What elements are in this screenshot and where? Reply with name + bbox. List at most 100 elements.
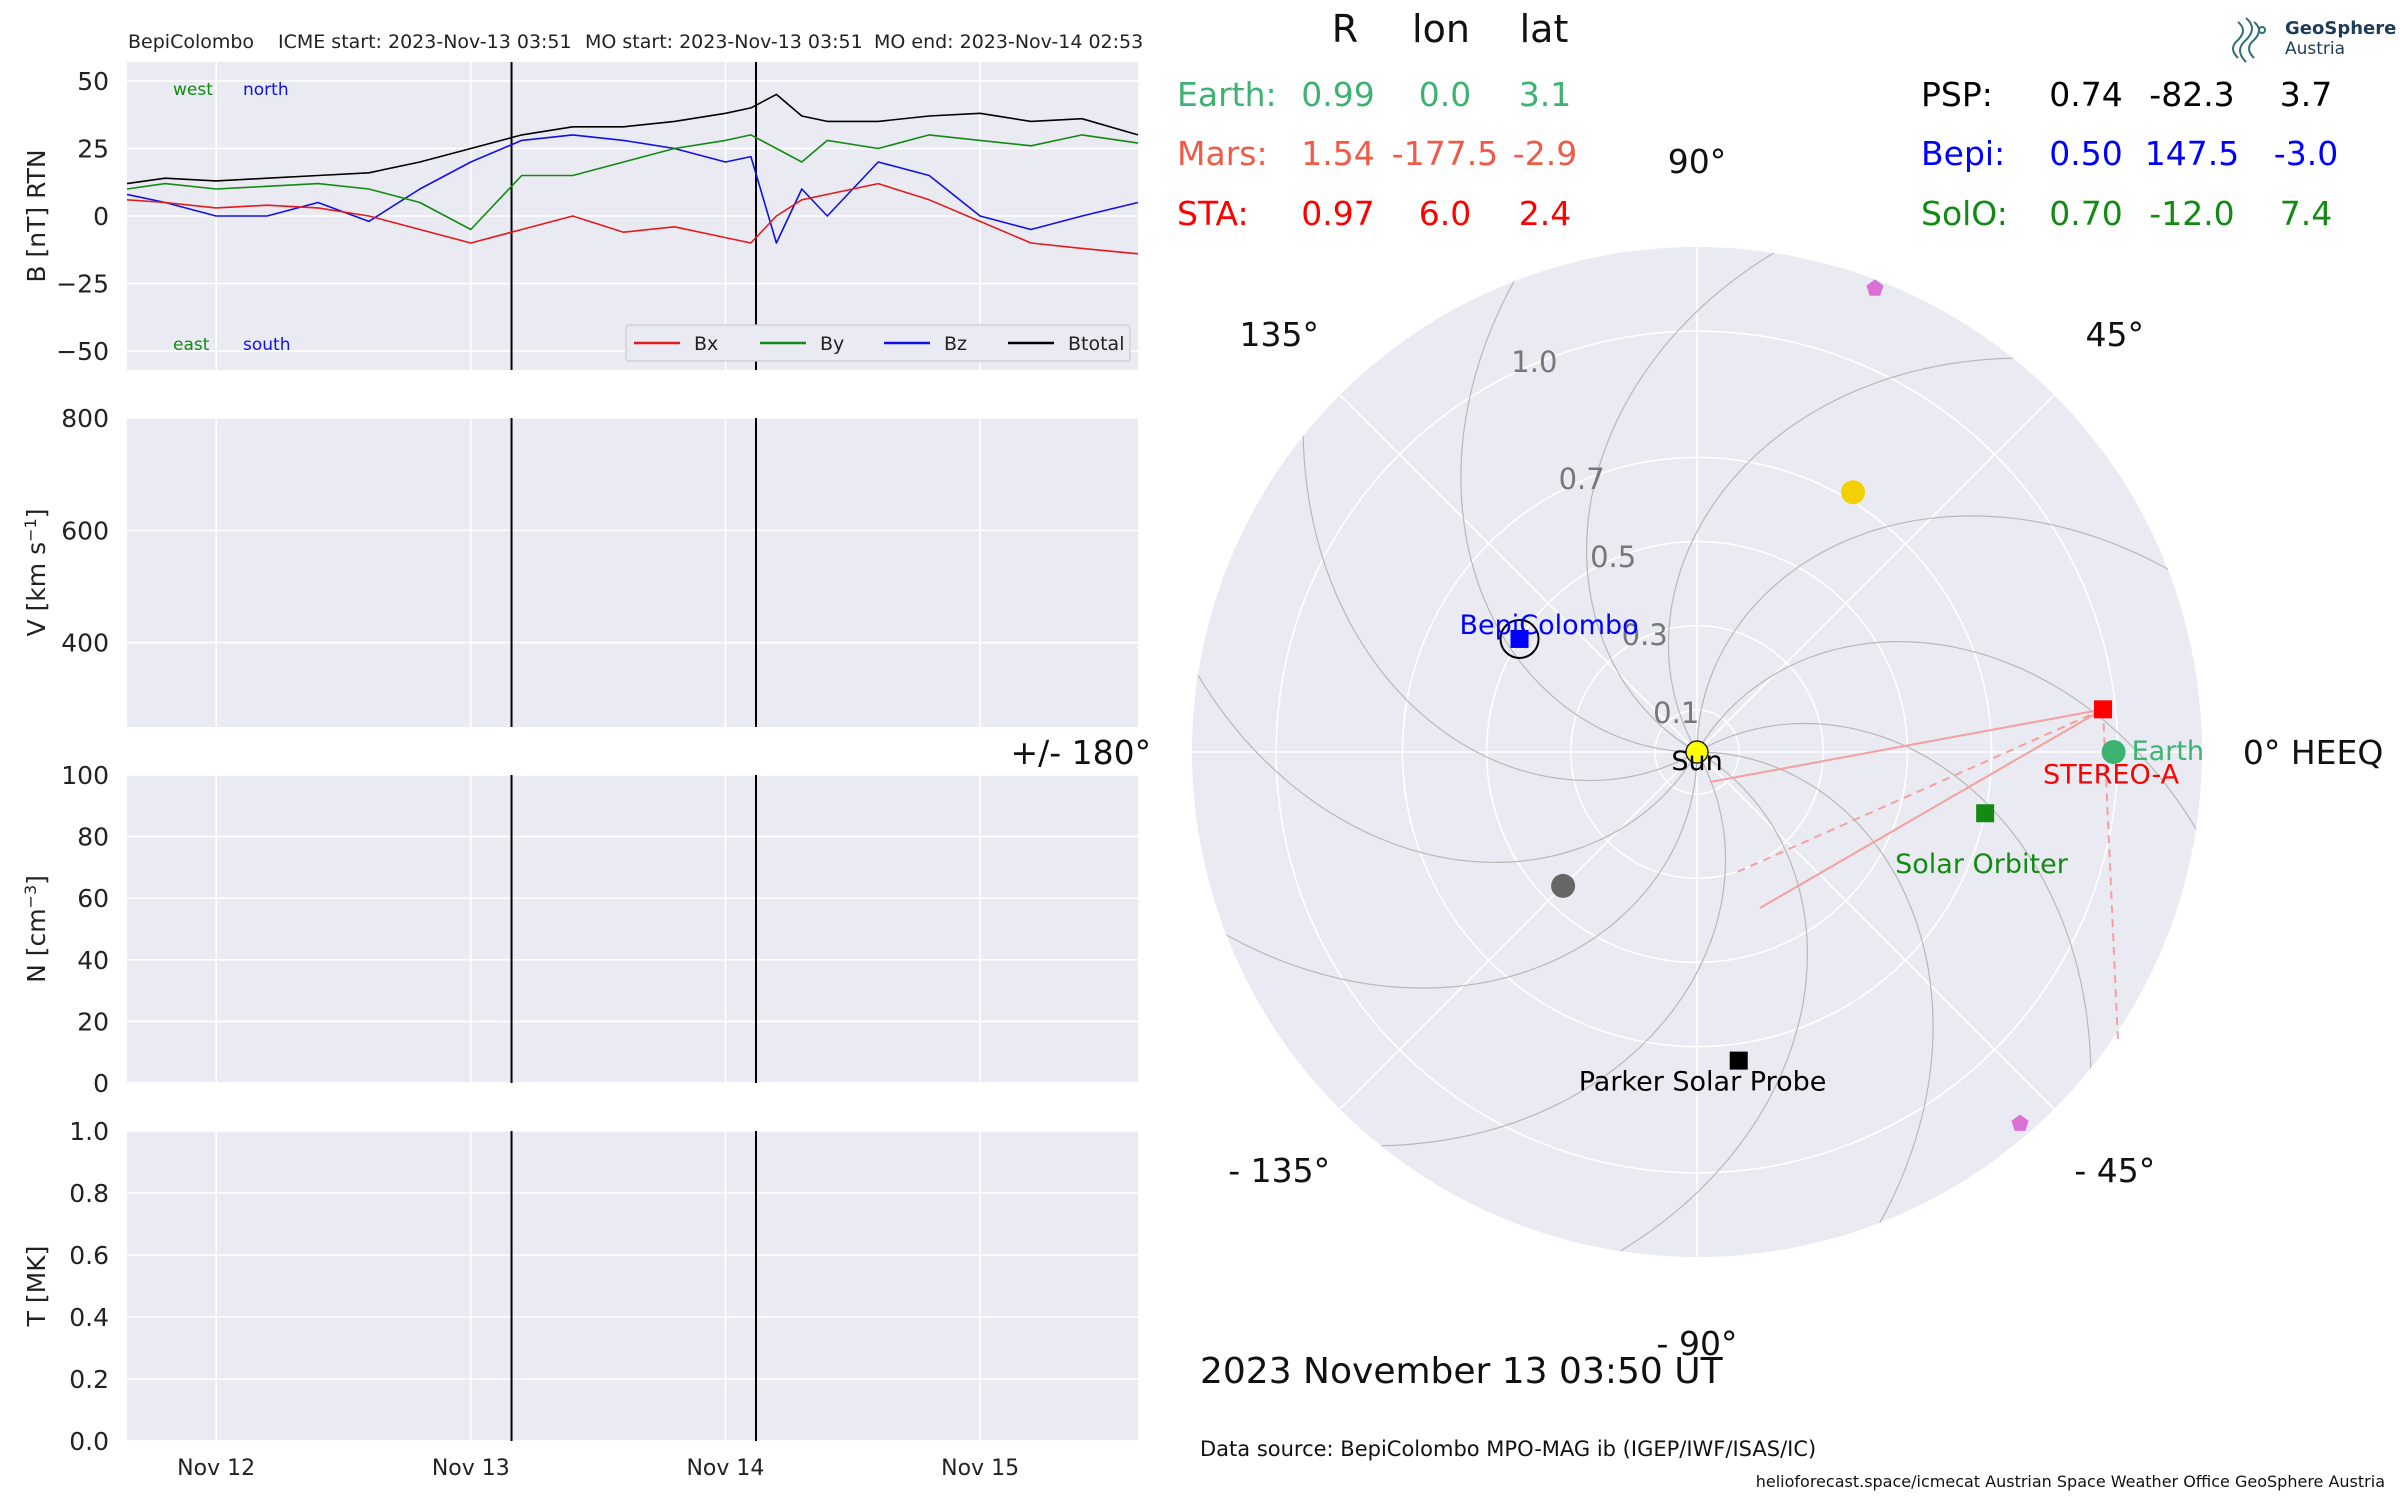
object-label: Parker Solar Probe <box>1579 1067 1827 1098</box>
row-lon: -12.0 <box>2149 194 2234 233</box>
table-row-sta: STA: 0.97 6.0 2.4 <box>1177 194 1571 233</box>
polar-ring-label: 1.0 <box>1511 345 1557 379</box>
polar-ring <box>1485 540 1909 964</box>
polar-ring-label: 0.7 <box>1559 462 1605 496</box>
parker-spirals <box>1192 247 2202 1257</box>
polar-ring-label: 0.3 <box>1622 618 1668 652</box>
object-earth: Earth <box>2101 736 2204 767</box>
y-tick-label: 0.4 <box>69 1303 109 1332</box>
row-name: Bepi: <box>1921 134 2005 173</box>
object-marker <box>1510 629 1529 648</box>
object-sun: Sun <box>1671 740 1723 777</box>
row-lon: -82.3 <box>2149 75 2234 114</box>
panel-background <box>127 1131 1138 1441</box>
header-spacecraft: BepiColombo <box>128 31 254 53</box>
geosphere-logo-icon <box>2232 17 2266 63</box>
footer-timestamp: 2023 November 13 03:50 UT <box>1200 1351 1724 1392</box>
polar-angle-label: 135° <box>1239 315 1319 354</box>
y-tick-label: 20 <box>77 1007 109 1036</box>
object-label: Sun <box>1671 746 1722 777</box>
y-tick-label: 50 <box>77 67 109 96</box>
object-marker <box>1551 873 1576 898</box>
parker-spiral <box>1460 258 1698 753</box>
legend-box <box>625 324 1131 362</box>
parker-spiral <box>1203 751 1698 989</box>
parker-spiral <box>1696 751 1934 1246</box>
y-axis-label-end: ] <box>22 509 51 519</box>
row-lon: 0.0 <box>1419 75 1471 114</box>
y-axis-label-end: ] <box>22 875 51 885</box>
polar-ring-label: 0.5 <box>1590 540 1636 574</box>
y-tick-label: 600 <box>61 516 109 545</box>
stereo-a-line <box>1709 708 2104 783</box>
y-axis-label: B [nT] RTN <box>22 149 51 282</box>
row-name: Earth: <box>1177 75 1277 114</box>
parker-spiral <box>1696 722 2092 1095</box>
row-name: PSP: <box>1921 75 1993 114</box>
footer-data-source: Data source: BepiColombo MPO-MAG ib (IGE… <box>1200 1437 1816 1461</box>
object-saturn <box>2011 1114 2029 1131</box>
object-mercury <box>1551 873 1576 898</box>
row-lon: 6.0 <box>1419 194 1471 233</box>
object-label: BepiColombo <box>1460 610 1639 641</box>
polar-ring <box>1401 456 1993 1048</box>
y-tick-label: 25 <box>77 134 109 163</box>
y-tick-label: 100 <box>61 761 109 790</box>
stereo-a-line-dashed <box>1734 708 2104 874</box>
row-lon: -177.5 <box>1392 134 1498 173</box>
table-header-r: R <box>1332 7 1358 51</box>
x-tick-label: Nov 14 <box>686 1456 764 1481</box>
table-row-mars: Mars: 1.54 -177.5 -2.9 <box>1177 134 1577 173</box>
legend: Bx By Bz Btotal <box>625 324 1131 362</box>
header-mo-end: MO end: 2023-Nov-14 02:53 <box>874 31 1143 53</box>
parker-spiral <box>1596 751 1809 1257</box>
y-tick-label: 800 <box>61 404 109 433</box>
object-marker <box>1729 1051 1748 1070</box>
geosphere-logo: GeoSphere Austria <box>2232 17 2396 63</box>
time-series-panels: 50 25 0 −25 −50 B [nT] RTN west north east south B… <box>21 62 1139 1481</box>
row-lat: 7.4 <box>2280 194 2332 233</box>
footer-credits: helioforecast.space/icmecat Austrian Spa… <box>1756 1472 2385 1491</box>
object-marker <box>1685 740 1709 764</box>
label-north: north <box>243 80 289 100</box>
y-tick-label: −25 <box>56 270 109 299</box>
object-marker <box>2093 700 2112 719</box>
row-r: 0.97 <box>1301 194 1374 233</box>
header-icme-start: ICME start: 2023-Nov-13 03:51 <box>278 31 572 53</box>
stereo-a-lines <box>1709 708 2119 1043</box>
y-tick-label: 1.0 <box>69 1117 109 1146</box>
y-tick-label: 0.8 <box>69 1179 109 1208</box>
stereo-a-line <box>1759 708 2104 909</box>
label-south: south <box>243 335 290 355</box>
row-r: 0.50 <box>2049 134 2122 173</box>
object-venus <box>1841 480 1866 505</box>
polar-angle-label: - 45° <box>2074 1151 2155 1190</box>
parker-spiral <box>1696 515 2191 753</box>
header-mo-start: MO start: 2023-Nov-13 03:51 <box>585 31 863 53</box>
row-lat: 3.1 <box>1519 75 1571 114</box>
footer: 2023 November 13 03:50 UT Data source: B… <box>1200 1351 2385 1491</box>
row-name: SolO: <box>1921 194 2008 233</box>
object-label: STEREO-A <box>2043 759 2180 790</box>
table-row-earth: Earth: 0.99 0.0 3.1 <box>1177 75 1571 114</box>
row-lat: -3.0 <box>2274 134 2338 173</box>
polar-angle-label: 45° <box>2086 315 2145 354</box>
object-label: Solar Orbiter <box>1895 849 2069 880</box>
object-parker-solar-probe: Parker Solar Probe <box>1579 1051 1827 1098</box>
object-jupiter <box>1866 279 1884 296</box>
y-axis-label: T [MK] <box>22 1246 51 1328</box>
legend-label-bz: Bz <box>944 333 967 355</box>
y-tick-label: 0.0 <box>69 1427 109 1456</box>
parker-spiral <box>1302 409 1698 782</box>
row-lon: 147.5 <box>2145 134 2239 173</box>
parker-spiral <box>1696 640 2202 853</box>
y-tick-label: −50 <box>56 337 109 366</box>
panel-3: 100 80 60 40 20 0 N [cm−3] <box>21 761 1138 1098</box>
object-marker <box>2101 740 2126 764</box>
parker-spiral <box>1354 751 1727 1147</box>
panel-2: 800 600 400 V [km s−1] <box>21 404 1138 727</box>
panel-1: 50 25 0 −25 −50 B [nT] RTN west north east south B… <box>22 62 1139 370</box>
object-marker <box>1841 480 1866 505</box>
series-by <box>126 134 1139 231</box>
